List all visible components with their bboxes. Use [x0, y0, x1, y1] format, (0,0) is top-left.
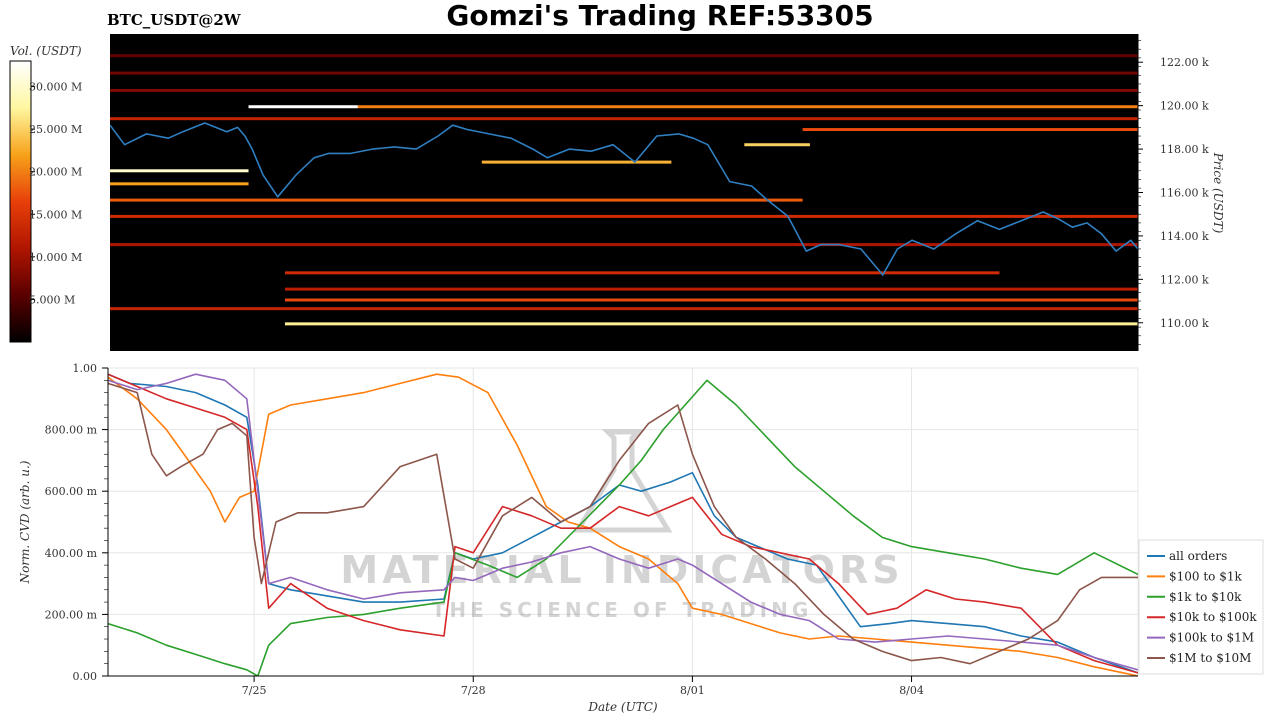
- legend-entry: $1k to $10k: [1169, 590, 1242, 604]
- cvd-y-tick-label: 800.00 m: [45, 424, 98, 437]
- price-tick-label: 118.00 k: [1160, 143, 1209, 156]
- liquidity-band: [110, 182, 249, 186]
- colorbar-tick-label: 25.000 M: [29, 123, 82, 136]
- colorbar-tick-label: 30.000 M: [29, 81, 82, 94]
- cvd-y-tick-label: 200.00 m: [45, 608, 98, 621]
- heatmap-panel: 110.00 k 112.00 k 114.00 k 116.00 k 118.00 k…: [110, 34, 1225, 351]
- price-tick-label: 116.00 k: [1160, 187, 1209, 200]
- cvd-y-tick-label: 400.00 m: [45, 547, 98, 560]
- cvd-x-tick-label: 7/28: [461, 684, 486, 697]
- price-tick-label: 112.00 k: [1160, 273, 1209, 286]
- cvd-x-tick-label: 7/25: [242, 684, 267, 697]
- price-tick-label: 110.00 k: [1160, 317, 1209, 330]
- price-line: [110, 122, 1138, 276]
- legend-entry: $10k to $100k: [1169, 610, 1257, 624]
- cvd-panel: MATERIAL INDICATORS THE SCIENCE OF TRADI…: [18, 362, 1264, 714]
- price-tick-label: 114.00 k: [1160, 230, 1209, 243]
- cvd-y-tick-label: 0.00: [73, 670, 98, 683]
- price-tick-label: 122.00 k: [1160, 56, 1209, 69]
- flask-icon: [573, 429, 673, 533]
- liquidity-band: [284, 298, 1138, 302]
- cvd-x-tick-label: 8/01: [680, 684, 705, 697]
- series-line: [108, 373, 1138, 671]
- page-title: Gomzi's Trading REF:53305: [446, 0, 873, 32]
- series-line: [108, 373, 1138, 674]
- liquidity-band: [744, 143, 810, 147]
- liquidity-band: [110, 214, 1138, 218]
- colorbar: Vol. (USDT) 30.000 M 25.000 M 20.000 M 15.0…: [9, 44, 82, 343]
- colorbar-tick-label: 10.000 M: [29, 251, 82, 264]
- cvd-y-label: Norm. CVD (arb. u.): [18, 460, 32, 584]
- heatmap-y-label: Price (USDT): [1211, 152, 1225, 234]
- legend: all orders $100 to $1k $1k to $10k $10k to …: [1138, 539, 1264, 675]
- liquidity-band: [110, 117, 1138, 121]
- liquidity-band: [481, 160, 672, 164]
- liquidity-band: [110, 88, 1138, 92]
- cvd-y-tick-label: 600.00 m: [45, 485, 98, 498]
- colorbar-tick-label: 20.000 M: [29, 166, 82, 179]
- pair-label: BTC_USDT@2W: [107, 11, 242, 29]
- colorbar-gradient: [9, 60, 32, 343]
- legend-entry: all orders: [1169, 549, 1227, 563]
- legend-entry: $100k to $1M: [1169, 631, 1254, 645]
- cvd-x-label: Date (UTC): [587, 700, 657, 714]
- liquidity-band: [110, 169, 249, 173]
- colorbar-tick-label: 5.000 M: [29, 293, 75, 306]
- liquidity-band: [802, 128, 1138, 132]
- cvd-y-tick-label: 1.00: [73, 362, 98, 375]
- watermark-line1: MATERIAL INDICATORS: [340, 548, 903, 592]
- liquidity-band: [357, 105, 1138, 109]
- series-line: [108, 379, 1138, 676]
- colorbar-label: Vol. (USDT): [10, 44, 82, 58]
- liquidity-band: [284, 271, 1000, 275]
- liquidity-band: [110, 198, 803, 202]
- legend-box: [1138, 539, 1264, 675]
- heatmap-background: [110, 34, 1138, 351]
- price-tick-label: 120.00 k: [1160, 100, 1209, 113]
- watermark: MATERIAL INDICATORS THE SCIENCE OF TRADI…: [340, 429, 903, 622]
- liquidity-band: [110, 71, 1138, 75]
- legend-entry: $100 to $1k: [1169, 569, 1242, 583]
- liquidity-band: [248, 105, 358, 109]
- liquidity-band: [110, 243, 1138, 247]
- legend-entry: $1M to $10M: [1169, 651, 1251, 665]
- liquidity-band: [110, 54, 1138, 58]
- watermark-line2: THE SCIENCE OF TRADING: [432, 598, 813, 622]
- cvd-x-tick-label: 8/04: [899, 684, 924, 697]
- series-line: [108, 382, 1138, 665]
- series-line: [108, 373, 1138, 676]
- liquidity-band: [110, 307, 1138, 311]
- colorbar-tick-label: 15.000 M: [29, 208, 82, 221]
- liquidity-band: [284, 322, 1138, 326]
- liquidity-band: [284, 287, 1138, 291]
